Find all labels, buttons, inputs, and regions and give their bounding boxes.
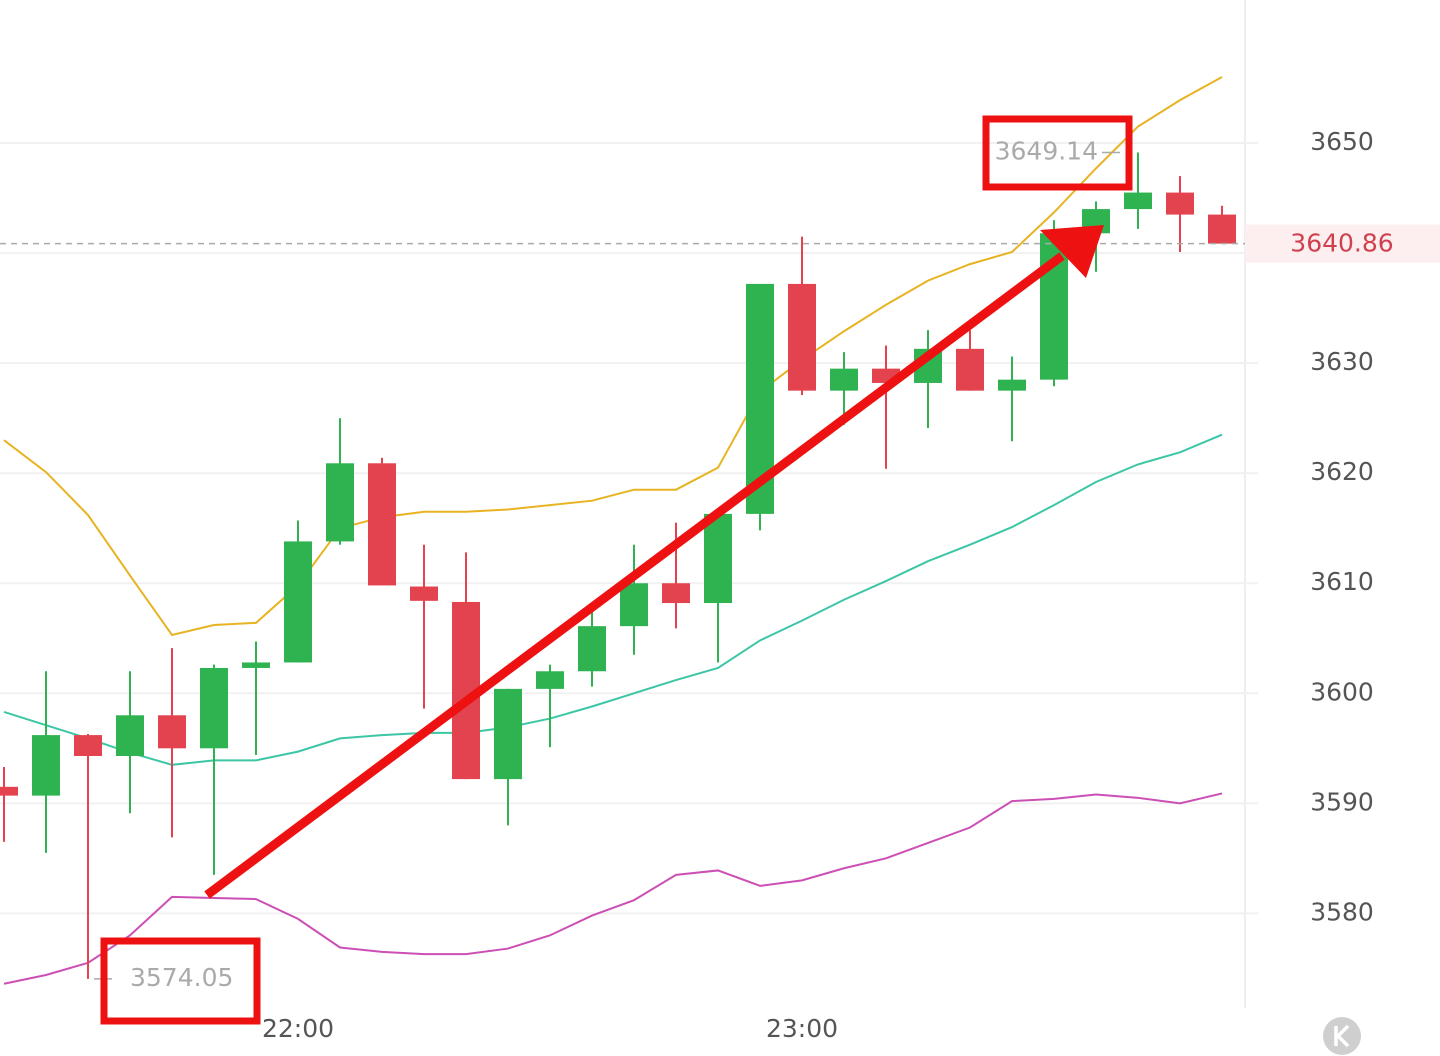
candle-body [704, 513, 732, 604]
band-line [3, 433, 1223, 766]
candles [0, 152, 1236, 979]
candle-body [578, 626, 606, 672]
trend-arrow-head [1040, 225, 1104, 278]
bands [3, 76, 1223, 985]
y-tick-label: 3600 [1310, 677, 1374, 706]
y-tick-label: 3620 [1310, 457, 1374, 486]
logo-circle[interactable] [1323, 1017, 1361, 1055]
candle-body [494, 688, 522, 780]
highlight-box [100, 937, 261, 1025]
candle-body [326, 463, 354, 542]
candle-body [1166, 192, 1194, 215]
candle-body [410, 586, 438, 601]
candle-body [788, 283, 816, 391]
candle-body [620, 583, 648, 627]
x-tick-label: 23:00 [766, 1014, 838, 1043]
band-line [3, 792, 1223, 985]
candle-body [1208, 214, 1236, 244]
band-line [3, 76, 1223, 637]
candle-body [998, 379, 1026, 391]
last-price-label: 3640.86 [1290, 229, 1393, 258]
candle-body [0, 786, 18, 796]
candle-body [368, 463, 396, 586]
candle-body [74, 735, 102, 756]
candle-body [956, 348, 984, 391]
candle-body [116, 715, 144, 756]
candle-body [536, 671, 564, 689]
last-price-badge [1245, 224, 1440, 263]
y-tick-label: 3610 [1310, 567, 1374, 596]
candle-body [200, 667, 228, 749]
candle-body [830, 368, 858, 391]
logo-mark [1334, 1024, 1350, 1048]
candle-body [242, 662, 270, 668]
logo-button[interactable] [1323, 1017, 1361, 1055]
candle-body [284, 541, 312, 663]
y-tick-label: 3650 [1310, 127, 1374, 156]
labels: 3580359036003610362036303640365022:0023:… [0, 127, 1440, 1043]
highlight-box [982, 115, 1133, 191]
min-marker-label: 3574.05 [130, 963, 233, 992]
y-tick-label: 3630 [1310, 347, 1374, 376]
trend-arrow [204, 252, 1065, 899]
candle-body [1124, 192, 1152, 210]
y-tick-label: 3590 [1310, 787, 1374, 816]
x-tick-label: 22:00 [262, 1014, 334, 1043]
candle-body [662, 583, 690, 604]
y-tick-label: 3580 [1310, 897, 1374, 926]
candle-body [1040, 233, 1068, 380]
candle-body [32, 735, 60, 796]
candle-body [158, 715, 186, 749]
max-marker-label: 3649.14 [995, 137, 1098, 166]
